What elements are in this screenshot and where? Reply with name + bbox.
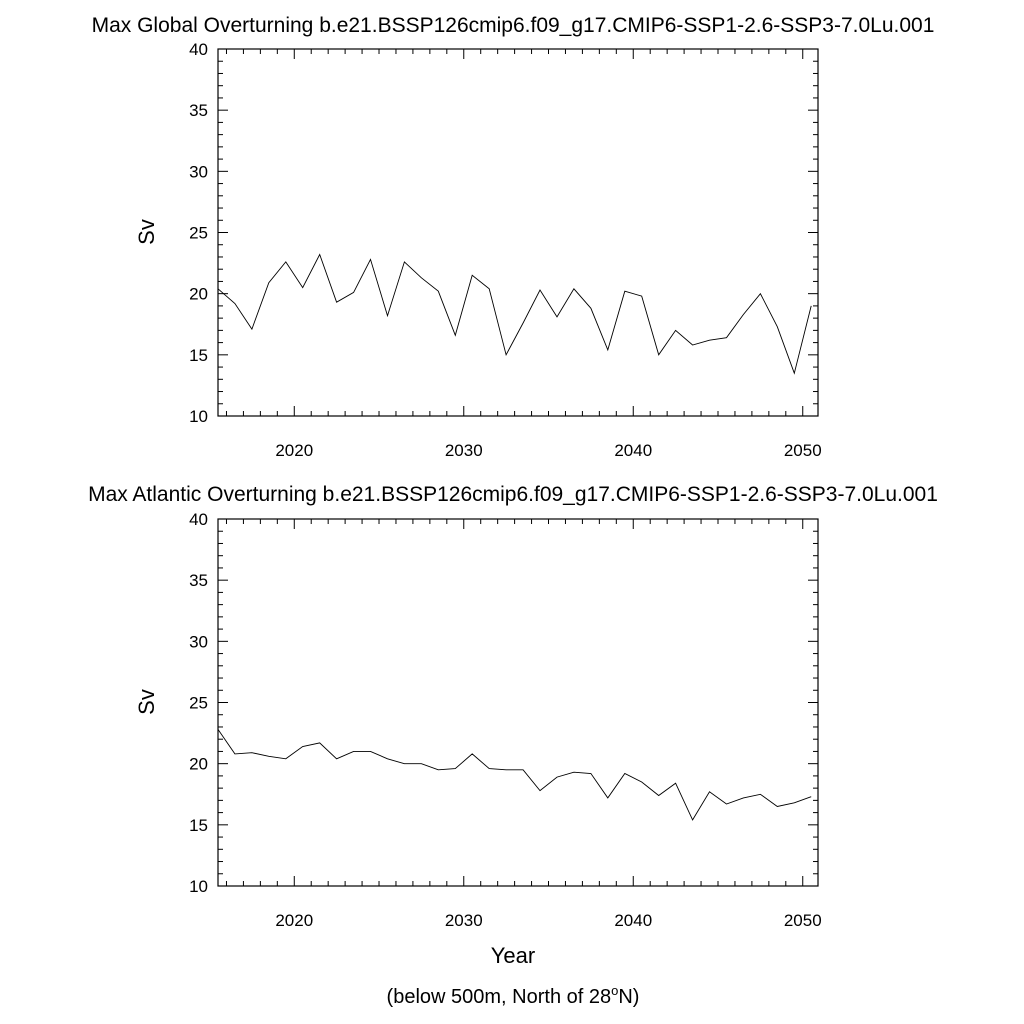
y-tick-label: 20 <box>189 285 208 304</box>
x-tick-label: 2020 <box>275 441 313 460</box>
footnote-prefix: (below 500m, North of 28 <box>387 986 612 1008</box>
y-tick-label: 35 <box>189 571 208 590</box>
global-overturning-series-line <box>217 253 812 375</box>
global-x-axis: 2020 2030 2040 2050 <box>225 49 822 460</box>
y-tick-label: 20 <box>189 755 208 774</box>
global-y-axis-label: Sv <box>134 219 159 245</box>
atlantic-x-axis: 2020 2030 2040 2050 <box>225 519 822 930</box>
y-tick-label: 30 <box>189 632 208 651</box>
x-tick-label: 2030 <box>445 911 483 930</box>
y-tick-label: 10 <box>189 877 208 896</box>
y-tick-label: 15 <box>189 346 208 365</box>
y-tick-label: 25 <box>189 694 208 713</box>
y-tick-label: 10 <box>189 407 208 426</box>
footnote-suffix: N) <box>618 986 639 1008</box>
y-tick-label: 35 <box>189 101 208 120</box>
footnote-degree-superscript: o <box>611 983 618 998</box>
x-tick-label: 2020 <box>275 911 313 930</box>
y-tick-label: 15 <box>189 816 208 835</box>
y-tick-label: 25 <box>189 224 208 243</box>
atlantic-overturning-series-line <box>217 729 812 821</box>
global-overturning-title: Max Global Overturning b.e21.BSSP126cmip… <box>92 14 935 37</box>
global-plot-frame <box>217 48 819 417</box>
y-tick-label: 30 <box>189 162 208 181</box>
atlantic-overturning-panel: Max Atlantic Overturning b.e21.BSSP126cm… <box>88 483 938 968</box>
x-tick-label: 2050 <box>784 911 822 930</box>
atlantic-y-axis-label: Sv <box>134 689 159 715</box>
y-tick-label: 40 <box>189 510 208 529</box>
x-axis-label-year: Year <box>491 943 535 968</box>
x-tick-label: 2040 <box>614 441 652 460</box>
x-tick-label: 2040 <box>614 911 652 930</box>
x-tick-label: 2030 <box>445 441 483 460</box>
global-overturning-panel: Max Global Overturning b.e21.BSSP126cmip… <box>92 14 935 460</box>
global-y-axis: 10 15 20 25 30 35 40 <box>189 40 818 426</box>
atlantic-y-axis: 10 15 20 25 30 35 40 <box>189 510 818 896</box>
y-tick-label: 40 <box>189 40 208 59</box>
region-footnote: (below 500m, North of 28oN) <box>387 983 640 1008</box>
x-tick-label: 2050 <box>784 441 822 460</box>
atlantic-plot-frame <box>217 518 819 887</box>
atlantic-overturning-title: Max Atlantic Overturning b.e21.BSSP126cm… <box>88 483 938 506</box>
